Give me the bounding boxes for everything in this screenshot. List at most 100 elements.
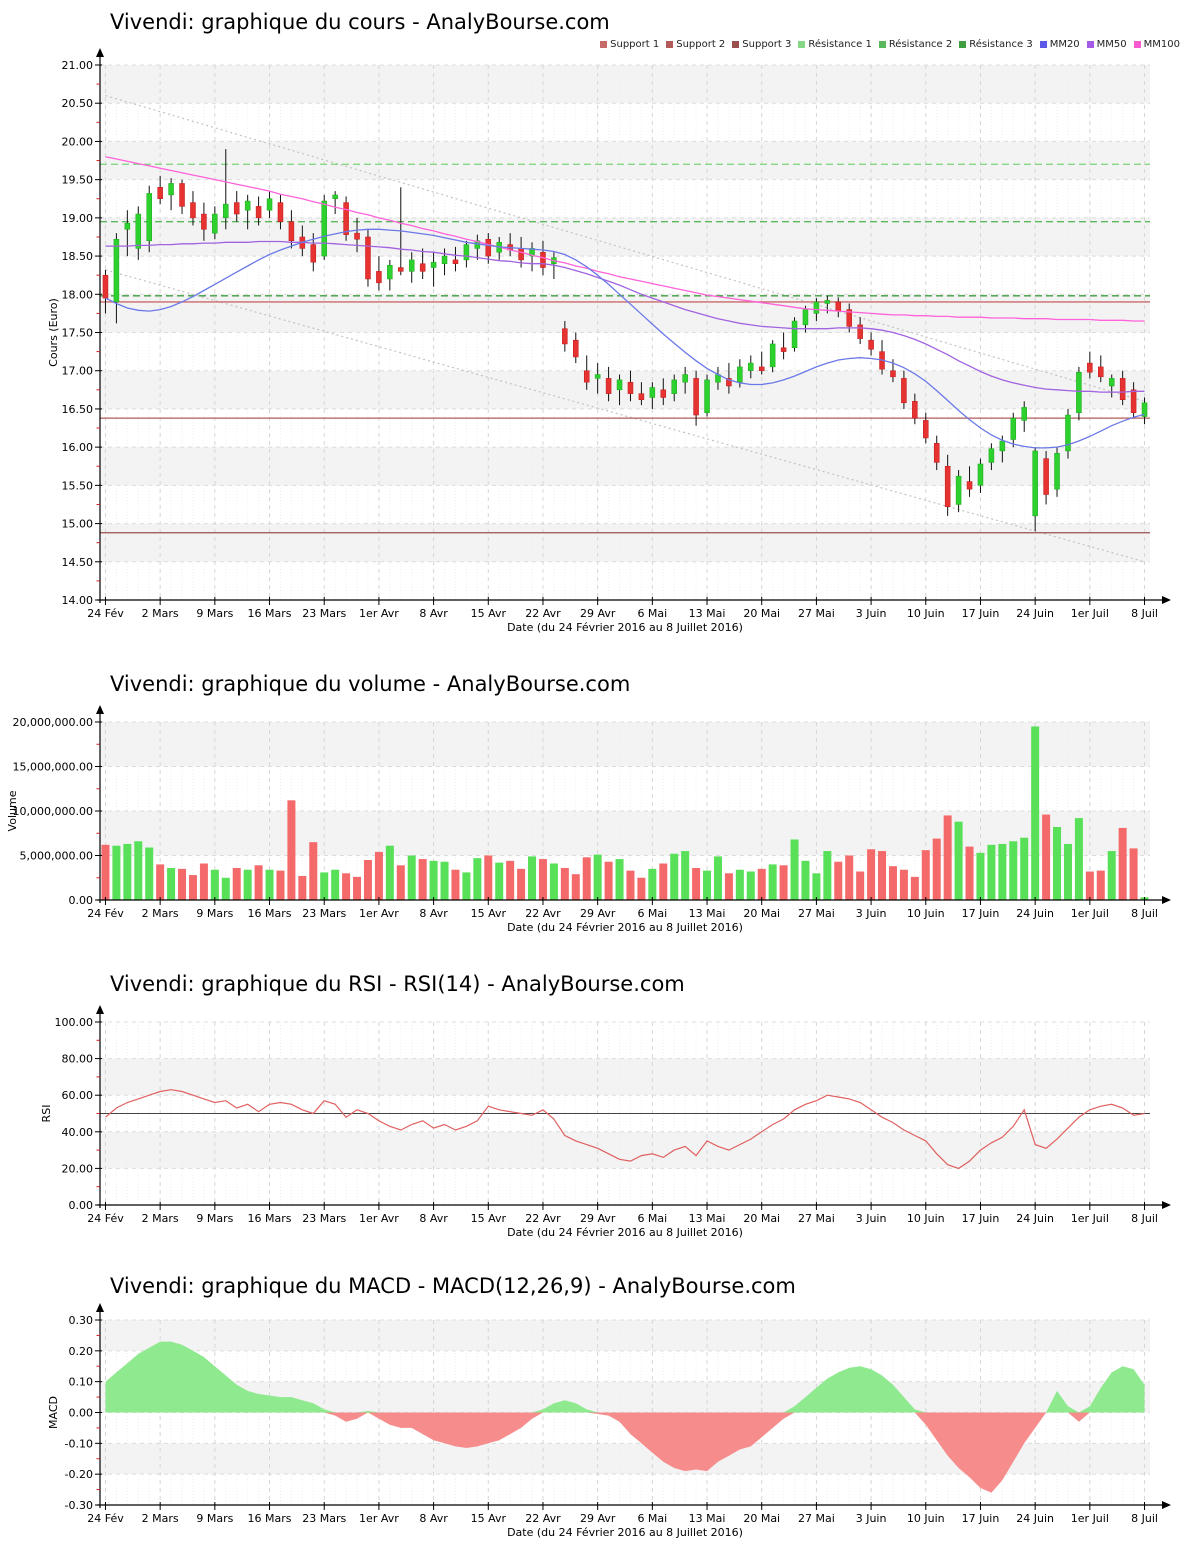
svg-text:23 Mars: 23 Mars bbox=[302, 1212, 346, 1225]
svg-text:15 Avr: 15 Avr bbox=[471, 907, 507, 920]
svg-text:13 Mai: 13 Mai bbox=[689, 607, 726, 620]
svg-text:8 Juil: 8 Juil bbox=[1131, 607, 1158, 620]
svg-text:6 Mai: 6 Mai bbox=[637, 1212, 667, 1225]
svg-text:20 Mai: 20 Mai bbox=[743, 1512, 780, 1525]
svg-text:10 Juin: 10 Juin bbox=[907, 607, 945, 620]
svg-text:10,000,000.00: 10,000,000.00 bbox=[13, 805, 93, 818]
svg-text:3 Juin: 3 Juin bbox=[856, 907, 887, 920]
svg-text:15.50: 15.50 bbox=[62, 479, 94, 492]
legend-item: Support 1 bbox=[600, 39, 659, 50]
svg-text:24 Juin: 24 Juin bbox=[1016, 1512, 1054, 1525]
svg-text:2 Mars: 2 Mars bbox=[142, 1212, 179, 1225]
rsi-line bbox=[105, 1089, 1145, 1170]
svg-text:8 Juil: 8 Juil bbox=[1131, 1212, 1158, 1225]
svg-text:3 Juin: 3 Juin bbox=[856, 1212, 887, 1225]
svg-text:20 Mai: 20 Mai bbox=[743, 1212, 780, 1225]
svg-text:10 Juin: 10 Juin bbox=[907, 1512, 945, 1525]
legend-label: Support 2 bbox=[676, 39, 726, 50]
svg-text:20,000,000.00: 20,000,000.00 bbox=[13, 716, 93, 729]
resistance-lines bbox=[100, 163, 1150, 297]
legend-item: MM100 bbox=[1133, 39, 1180, 50]
svg-text:60.00: 60.00 bbox=[62, 1089, 94, 1102]
svg-text:17.00: 17.00 bbox=[62, 365, 94, 378]
svg-text:20.00: 20.00 bbox=[62, 135, 94, 148]
svg-text:16.50: 16.50 bbox=[62, 403, 94, 416]
x-axis-title: Date (du 24 Février 2016 au 8 Juillet 20… bbox=[507, 621, 743, 634]
svg-text:0.30: 0.30 bbox=[69, 1314, 94, 1327]
trend-channel bbox=[105, 94, 1145, 563]
svg-text:24 Fév: 24 Fév bbox=[87, 1212, 124, 1225]
y-axis-title: MACD bbox=[47, 1396, 60, 1429]
svg-text:27 Mai: 27 Mai bbox=[798, 1212, 835, 1225]
svg-text:8 Avr: 8 Avr bbox=[419, 1212, 448, 1225]
svg-text:19.00: 19.00 bbox=[62, 212, 94, 225]
svg-text:22 Avr: 22 Avr bbox=[525, 607, 561, 620]
axes bbox=[96, 1005, 1171, 1209]
svg-text:1er Juil: 1er Juil bbox=[1071, 1512, 1109, 1525]
y-axis-title: Volume bbox=[6, 790, 19, 831]
svg-text:3 Juin: 3 Juin bbox=[856, 1512, 887, 1525]
bands bbox=[100, 65, 1150, 562]
svg-text:20.50: 20.50 bbox=[62, 97, 94, 110]
price-chart: 21.00 20.50 20.00 19.50 19.00 18.50 18.00 17.50… bbox=[47, 48, 1171, 634]
svg-text:15,000,000.00: 15,000,000.00 bbox=[13, 761, 93, 774]
svg-text:16 Mars: 16 Mars bbox=[248, 1512, 292, 1525]
legend-swatch-icon bbox=[732, 41, 740, 48]
svg-text:15.00: 15.00 bbox=[62, 518, 94, 531]
svg-text:24 Fév: 24 Fév bbox=[87, 1512, 124, 1525]
svg-text:13 Mai: 13 Mai bbox=[689, 1212, 726, 1225]
svg-text:13 Mai: 13 Mai bbox=[689, 907, 726, 920]
svg-text:14.00: 14.00 bbox=[62, 594, 94, 607]
legend-label: Support 1 bbox=[610, 39, 660, 50]
x-ticks: 24 Fév 2 Mars 9 Mars 16 Mars 23 Mars 1er Avr 8… bbox=[87, 1502, 1158, 1525]
x-ticks: 24 Fév 2 Mars 9 Mars 16 Mars 23 Mars 1er Avr 8… bbox=[87, 1202, 1158, 1225]
axes bbox=[96, 1303, 1171, 1509]
svg-text:16 Mars: 16 Mars bbox=[248, 907, 292, 920]
legend-item: Support 2 bbox=[666, 39, 725, 50]
svg-text:24 Juin: 24 Juin bbox=[1016, 907, 1054, 920]
svg-text:10 Juin: 10 Juin bbox=[907, 1212, 945, 1225]
legend-swatch-icon bbox=[1086, 41, 1094, 48]
legend-item: MM20 bbox=[1039, 39, 1080, 50]
svg-text:23 Mars: 23 Mars bbox=[302, 607, 346, 620]
svg-text:1er Juil: 1er Juil bbox=[1071, 907, 1109, 920]
x-axis-arrow bbox=[1162, 596, 1171, 604]
svg-text:1er Avr: 1er Avr bbox=[359, 1212, 399, 1225]
svg-text:3 Juin: 3 Juin bbox=[856, 607, 887, 620]
svg-text:6 Mai: 6 Mai bbox=[637, 907, 667, 920]
volume-chart-title: Vivendi: graphique du volume - AnalyBour… bbox=[110, 672, 631, 696]
svg-text:80.00: 80.00 bbox=[62, 1053, 94, 1066]
svg-text:27 Mai: 27 Mai bbox=[798, 907, 835, 920]
v-gridlines bbox=[104, 65, 1146, 600]
v-gridlines bbox=[104, 1320, 1146, 1505]
price-chart-title: Vivendi: graphique du cours - AnalyBours… bbox=[110, 10, 610, 34]
x-axis-title: Date (du 24 Février 2016 au 8 Juillet 20… bbox=[507, 1226, 743, 1239]
y-axis-arrow bbox=[96, 48, 104, 57]
svg-text:15 Avr: 15 Avr bbox=[471, 1212, 507, 1225]
x-axis-arrow bbox=[1162, 896, 1171, 904]
axes bbox=[96, 48, 1171, 604]
svg-text:20 Mai: 20 Mai bbox=[743, 907, 780, 920]
legend-label: MM20 bbox=[1049, 39, 1080, 50]
bands bbox=[100, 1058, 1150, 1169]
svg-text:2 Mars: 2 Mars bbox=[142, 607, 179, 620]
svg-text:18.50: 18.50 bbox=[62, 250, 94, 263]
svg-text:17 Juin: 17 Juin bbox=[962, 1212, 1000, 1225]
svg-text:9 Mars: 9 Mars bbox=[196, 607, 233, 620]
svg-text:22 Avr: 22 Avr bbox=[525, 1512, 561, 1525]
svg-text:6 Mai: 6 Mai bbox=[637, 607, 667, 620]
svg-text:100.00: 100.00 bbox=[55, 1016, 94, 1029]
svg-text:24 Fév: 24 Fév bbox=[87, 907, 124, 920]
x-axis-title: Date (du 24 Février 2016 au 8 Juillet 20… bbox=[507, 921, 743, 934]
svg-text:-0.10: -0.10 bbox=[65, 1437, 93, 1450]
legend-swatch-icon bbox=[798, 41, 806, 48]
candles bbox=[102, 149, 1148, 532]
legend-item: Support 3 bbox=[732, 39, 791, 50]
volume-bars bbox=[101, 726, 1149, 900]
svg-text:22 Avr: 22 Avr bbox=[525, 1212, 561, 1225]
legend-label: MM50 bbox=[1096, 39, 1127, 50]
legend-swatch-icon bbox=[1133, 41, 1141, 48]
svg-text:18.00: 18.00 bbox=[62, 288, 94, 301]
